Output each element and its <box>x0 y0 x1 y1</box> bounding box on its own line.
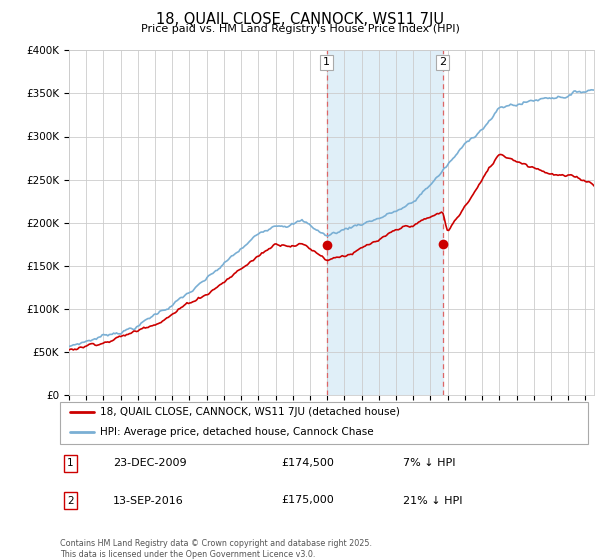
Text: 23-DEC-2009: 23-DEC-2009 <box>113 459 187 468</box>
Text: 13-SEP-2016: 13-SEP-2016 <box>113 496 184 506</box>
Text: 2: 2 <box>67 496 74 506</box>
Text: HPI: Average price, detached house, Cannock Chase: HPI: Average price, detached house, Cann… <box>100 427 373 437</box>
Text: Price paid vs. HM Land Registry's House Price Index (HPI): Price paid vs. HM Land Registry's House … <box>140 24 460 34</box>
Text: Contains HM Land Registry data © Crown copyright and database right 2025.
This d: Contains HM Land Registry data © Crown c… <box>60 539 372 559</box>
Text: 2: 2 <box>439 57 446 67</box>
Text: 21% ↓ HPI: 21% ↓ HPI <box>403 496 463 506</box>
Text: £174,500: £174,500 <box>282 459 335 468</box>
Text: 1: 1 <box>323 57 330 67</box>
Text: 1: 1 <box>67 459 74 468</box>
Text: 7% ↓ HPI: 7% ↓ HPI <box>403 459 456 468</box>
Text: £175,000: £175,000 <box>282 496 335 506</box>
FancyBboxPatch shape <box>60 402 588 444</box>
Text: 18, QUAIL CLOSE, CANNOCK, WS11 7JU: 18, QUAIL CLOSE, CANNOCK, WS11 7JU <box>156 12 444 27</box>
Text: 18, QUAIL CLOSE, CANNOCK, WS11 7JU (detached house): 18, QUAIL CLOSE, CANNOCK, WS11 7JU (deta… <box>100 407 400 417</box>
Bar <box>326 50 443 395</box>
